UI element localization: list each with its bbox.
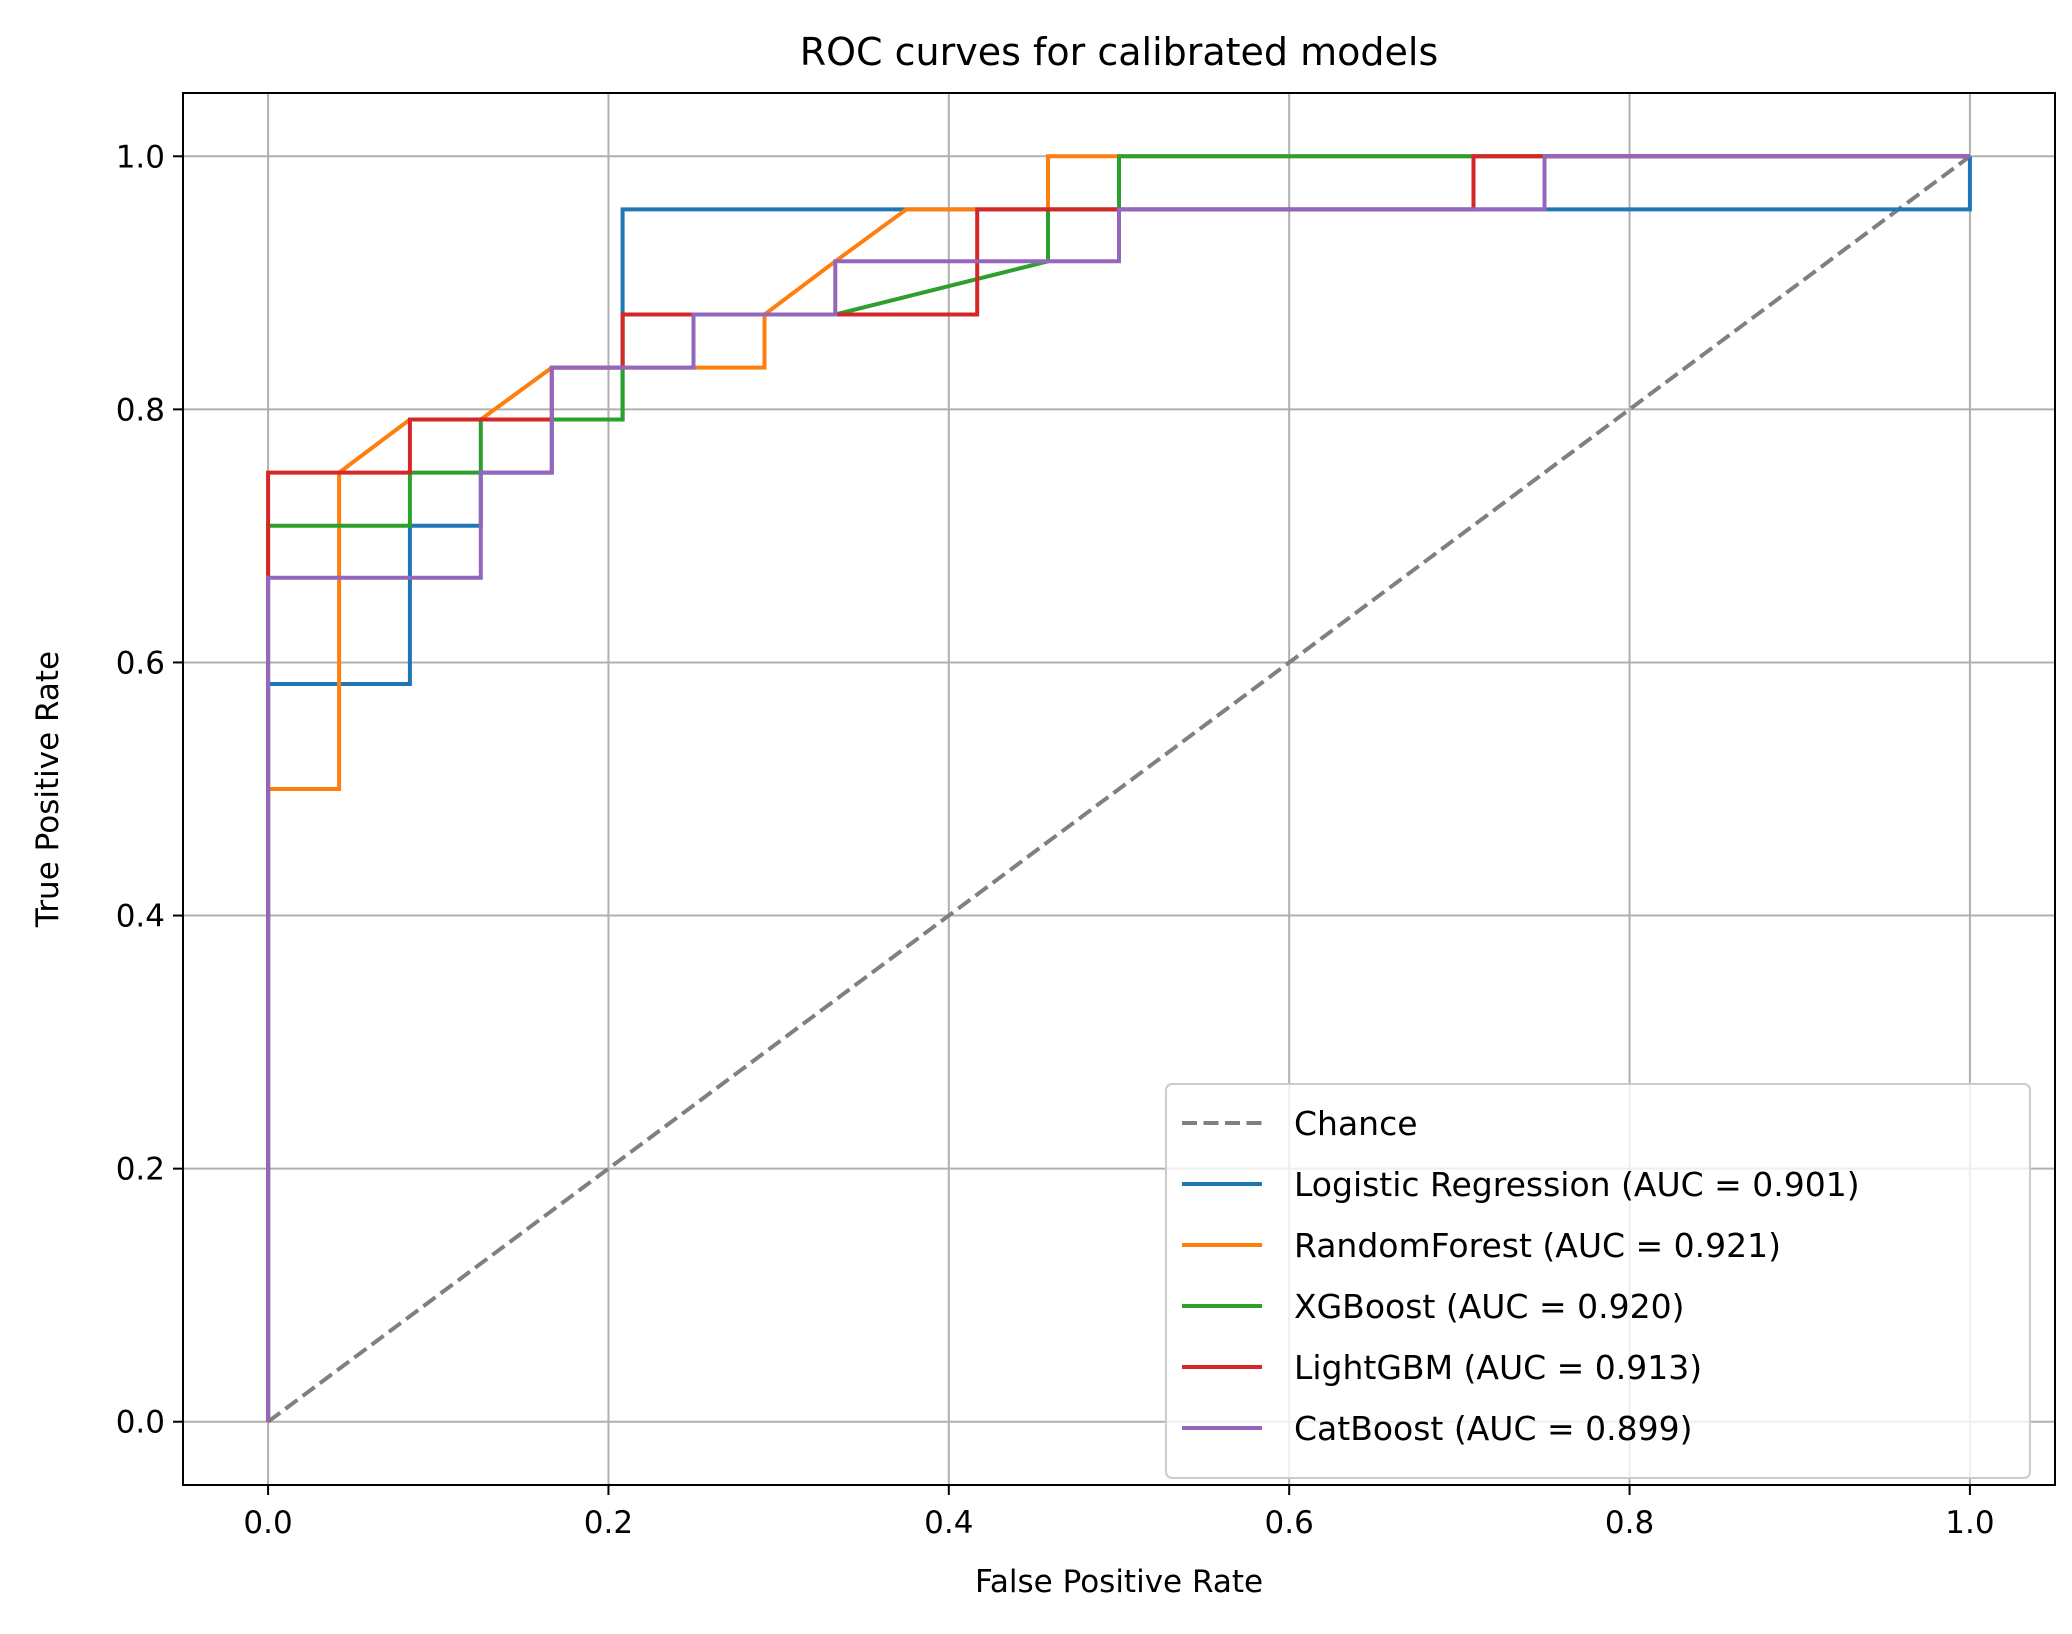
legend-label: RandomForest (AUC = 0.921) — [1294, 1226, 1781, 1265]
y-tick-label: 0.8 — [116, 392, 165, 428]
y-tick-label: 0.4 — [116, 899, 165, 935]
y-tick-label: 0.0 — [116, 1405, 165, 1441]
y-tick-label: 1.0 — [116, 139, 165, 175]
legend-label: Logistic Regression (AUC = 0.901) — [1294, 1165, 1860, 1204]
legend-box — [1165, 1083, 2031, 1479]
x-tick-label: 0.4 — [924, 1505, 973, 1541]
legend: Chance Logistic Regression (AUC = 0.901) R… — [1165, 1083, 2031, 1479]
y-axis-title: True Positive Rate — [30, 651, 66, 928]
legend-label: LightGBM (AUC = 0.913) — [1294, 1348, 1702, 1387]
x-axis-title: False Positive Rate — [975, 1564, 1263, 1600]
x-tick-label: 1.0 — [1945, 1505, 1994, 1541]
grid — [183, 93, 2055, 1485]
legend-label: CatBoost (AUC = 0.899) — [1294, 1409, 1692, 1448]
series-line-randomforest — [266, 154, 1970, 1422]
y-tick-label: 0.2 — [116, 1152, 165, 1188]
x-tick-label: 0.2 — [584, 1505, 633, 1541]
y-tick-label: 0.6 — [116, 645, 165, 681]
ticks: 0.0 0.2 0.4 0.6 0.8 1.0 0.0 0.2 0.4 0.6 0.8 1.0 — [116, 139, 1995, 1541]
chart-title: ROC curves for calibrated models — [800, 30, 1439, 74]
series-line-catboost — [266, 154, 1970, 1422]
series-layer — [266, 154, 1972, 1424]
x-tick-label: 0.8 — [1605, 1505, 1654, 1541]
plot-frame — [182, 92, 2056, 1486]
legend-label: XGBoost (AUC = 0.920) — [1294, 1287, 1684, 1326]
series-line-chance — [266, 154, 1972, 1424]
x-tick-label: 0.6 — [1265, 1505, 1314, 1541]
x-tick-label: 0.0 — [243, 1505, 292, 1541]
legend-label: Chance — [1294, 1104, 1418, 1143]
